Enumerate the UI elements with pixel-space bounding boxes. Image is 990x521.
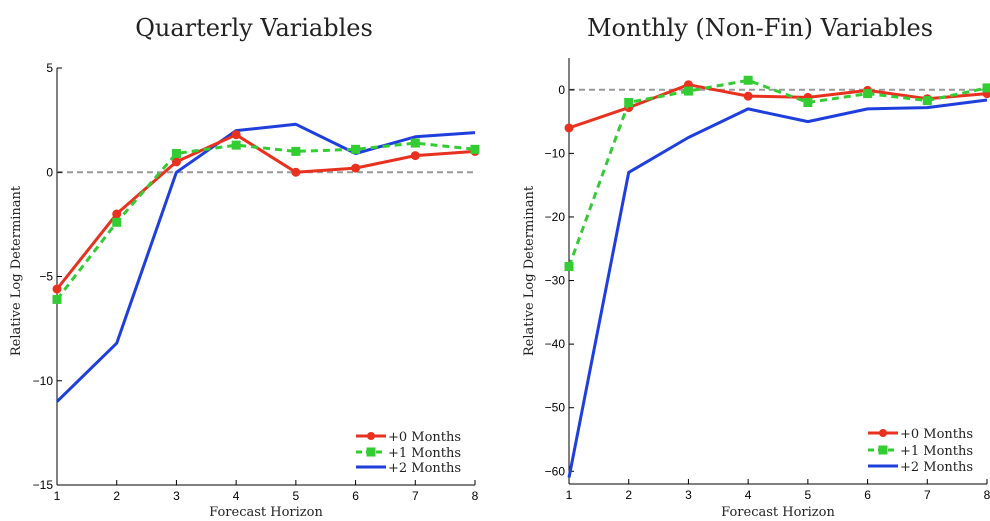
legend-label-1: +1 Months xyxy=(388,446,461,461)
series-line-1 xyxy=(55,141,476,301)
x-tick-label: 3 xyxy=(685,488,692,502)
y-tick-label: 0 xyxy=(46,165,53,179)
chart-panel-monthly: Monthly (Non-Fin) Variables Relative Log… xyxy=(522,14,990,520)
x-tick-label: 1 xyxy=(54,489,61,503)
series-line-0 xyxy=(55,133,476,290)
legend-label-0: +0 Months xyxy=(388,430,461,445)
legend-marker-1 xyxy=(878,445,888,455)
x-tick-label: 8 xyxy=(984,488,990,502)
legend-label-1: +1 Months xyxy=(900,444,973,459)
y-tick-label: 0 xyxy=(558,83,565,97)
x-tick-label: 5 xyxy=(805,488,812,502)
y-tick-label: −15 xyxy=(33,478,54,492)
series-point-0 xyxy=(171,157,181,167)
series-point-1 xyxy=(922,96,932,106)
series-point-1 xyxy=(624,98,634,108)
series-line-2 xyxy=(567,98,988,478)
series-point-0 xyxy=(351,163,361,173)
series-line-0 xyxy=(568,83,988,130)
y-axis-label: Relative Log Determinant xyxy=(9,185,24,356)
y-tick-label: −30 xyxy=(545,274,566,288)
legend-label-0: +0 Months xyxy=(900,427,973,442)
x-tick-label: 4 xyxy=(233,489,240,503)
y-tick-label: −50 xyxy=(545,401,566,415)
legend: +0 Months +1 Months +2 Months xyxy=(864,424,986,476)
x-ticks: 1 2 3 4 5 6 7 8 xyxy=(54,480,479,503)
series-point-1 xyxy=(171,148,181,158)
x-tick-label: 6 xyxy=(864,488,871,502)
legend-marker-0 xyxy=(879,429,887,437)
series-point-0 xyxy=(410,151,420,161)
series-point-0 xyxy=(743,91,753,101)
x-ticks: 1 2 3 4 5 6 7 8 xyxy=(566,479,990,502)
series-point-1 xyxy=(803,98,813,108)
series-point-1 xyxy=(863,89,873,99)
chart-title: Monthly (Non-Fin) Variables xyxy=(587,14,933,42)
series-point-1 xyxy=(112,217,122,227)
series-point-0 xyxy=(291,167,301,177)
x-tick-label: 1 xyxy=(566,488,573,502)
series-point-1 xyxy=(982,83,990,93)
x-tick-label: 5 xyxy=(293,489,300,503)
series-point-1 xyxy=(410,138,420,148)
x-tick-label: 2 xyxy=(113,489,120,503)
chart-panel-quarterly: Quarterly Variables Relative Log Determi… xyxy=(9,14,480,520)
series-point-1 xyxy=(351,144,361,154)
series-point-1 xyxy=(470,144,480,154)
series-point-1 xyxy=(231,140,241,150)
series-point-1 xyxy=(683,86,693,96)
series-point-0 xyxy=(564,123,574,133)
x-tick-label: 7 xyxy=(412,489,419,503)
series-point-1 xyxy=(743,75,753,85)
x-tick-label: 8 xyxy=(472,489,479,503)
series-point-0 xyxy=(112,209,122,219)
y-tick-label: −20 xyxy=(545,210,566,224)
x-tick-label: 4 xyxy=(745,488,752,502)
legend-label-2: +2 Months xyxy=(388,461,461,476)
y-axis-label: Relative Log Determinant xyxy=(522,185,537,356)
y-tick-label: −10 xyxy=(33,374,54,388)
series-line-2 xyxy=(55,122,476,403)
y-tick-label: −10 xyxy=(545,146,566,160)
y-ticks: 0 −10 −20 −30 −40 −50 −60 xyxy=(545,83,574,478)
y-tick-label: −60 xyxy=(545,464,566,478)
x-tick-label: 3 xyxy=(173,489,180,503)
x-tick-label: 7 xyxy=(924,488,931,502)
series-point-0 xyxy=(52,284,62,294)
legend-marker-1 xyxy=(366,447,376,457)
y-tick-label: −40 xyxy=(545,337,566,351)
series-point-1 xyxy=(52,294,62,304)
legend: +0 Months +1 Months +2 Months xyxy=(352,424,474,476)
series-point-1 xyxy=(291,146,301,156)
legend-label-2: +2 Months xyxy=(900,460,973,475)
y-tick-label: 5 xyxy=(46,61,53,75)
x-axis-label: Forecast Horizon xyxy=(209,505,323,520)
x-axis-label: Forecast Horizon xyxy=(721,505,835,520)
series-line-1 xyxy=(567,78,988,268)
chart-title: Quarterly Variables xyxy=(135,14,373,42)
series-point-0 xyxy=(231,130,241,140)
x-tick-label: 6 xyxy=(352,489,359,503)
y-tick-label: −5 xyxy=(39,270,53,284)
x-tick-label: 2 xyxy=(625,488,632,502)
series-point-1 xyxy=(564,262,574,272)
series-group xyxy=(52,122,480,403)
series-group xyxy=(564,75,990,478)
y-ticks: 5 0 −5 −10 −15 xyxy=(33,61,62,492)
legend-marker-0 xyxy=(367,432,375,440)
